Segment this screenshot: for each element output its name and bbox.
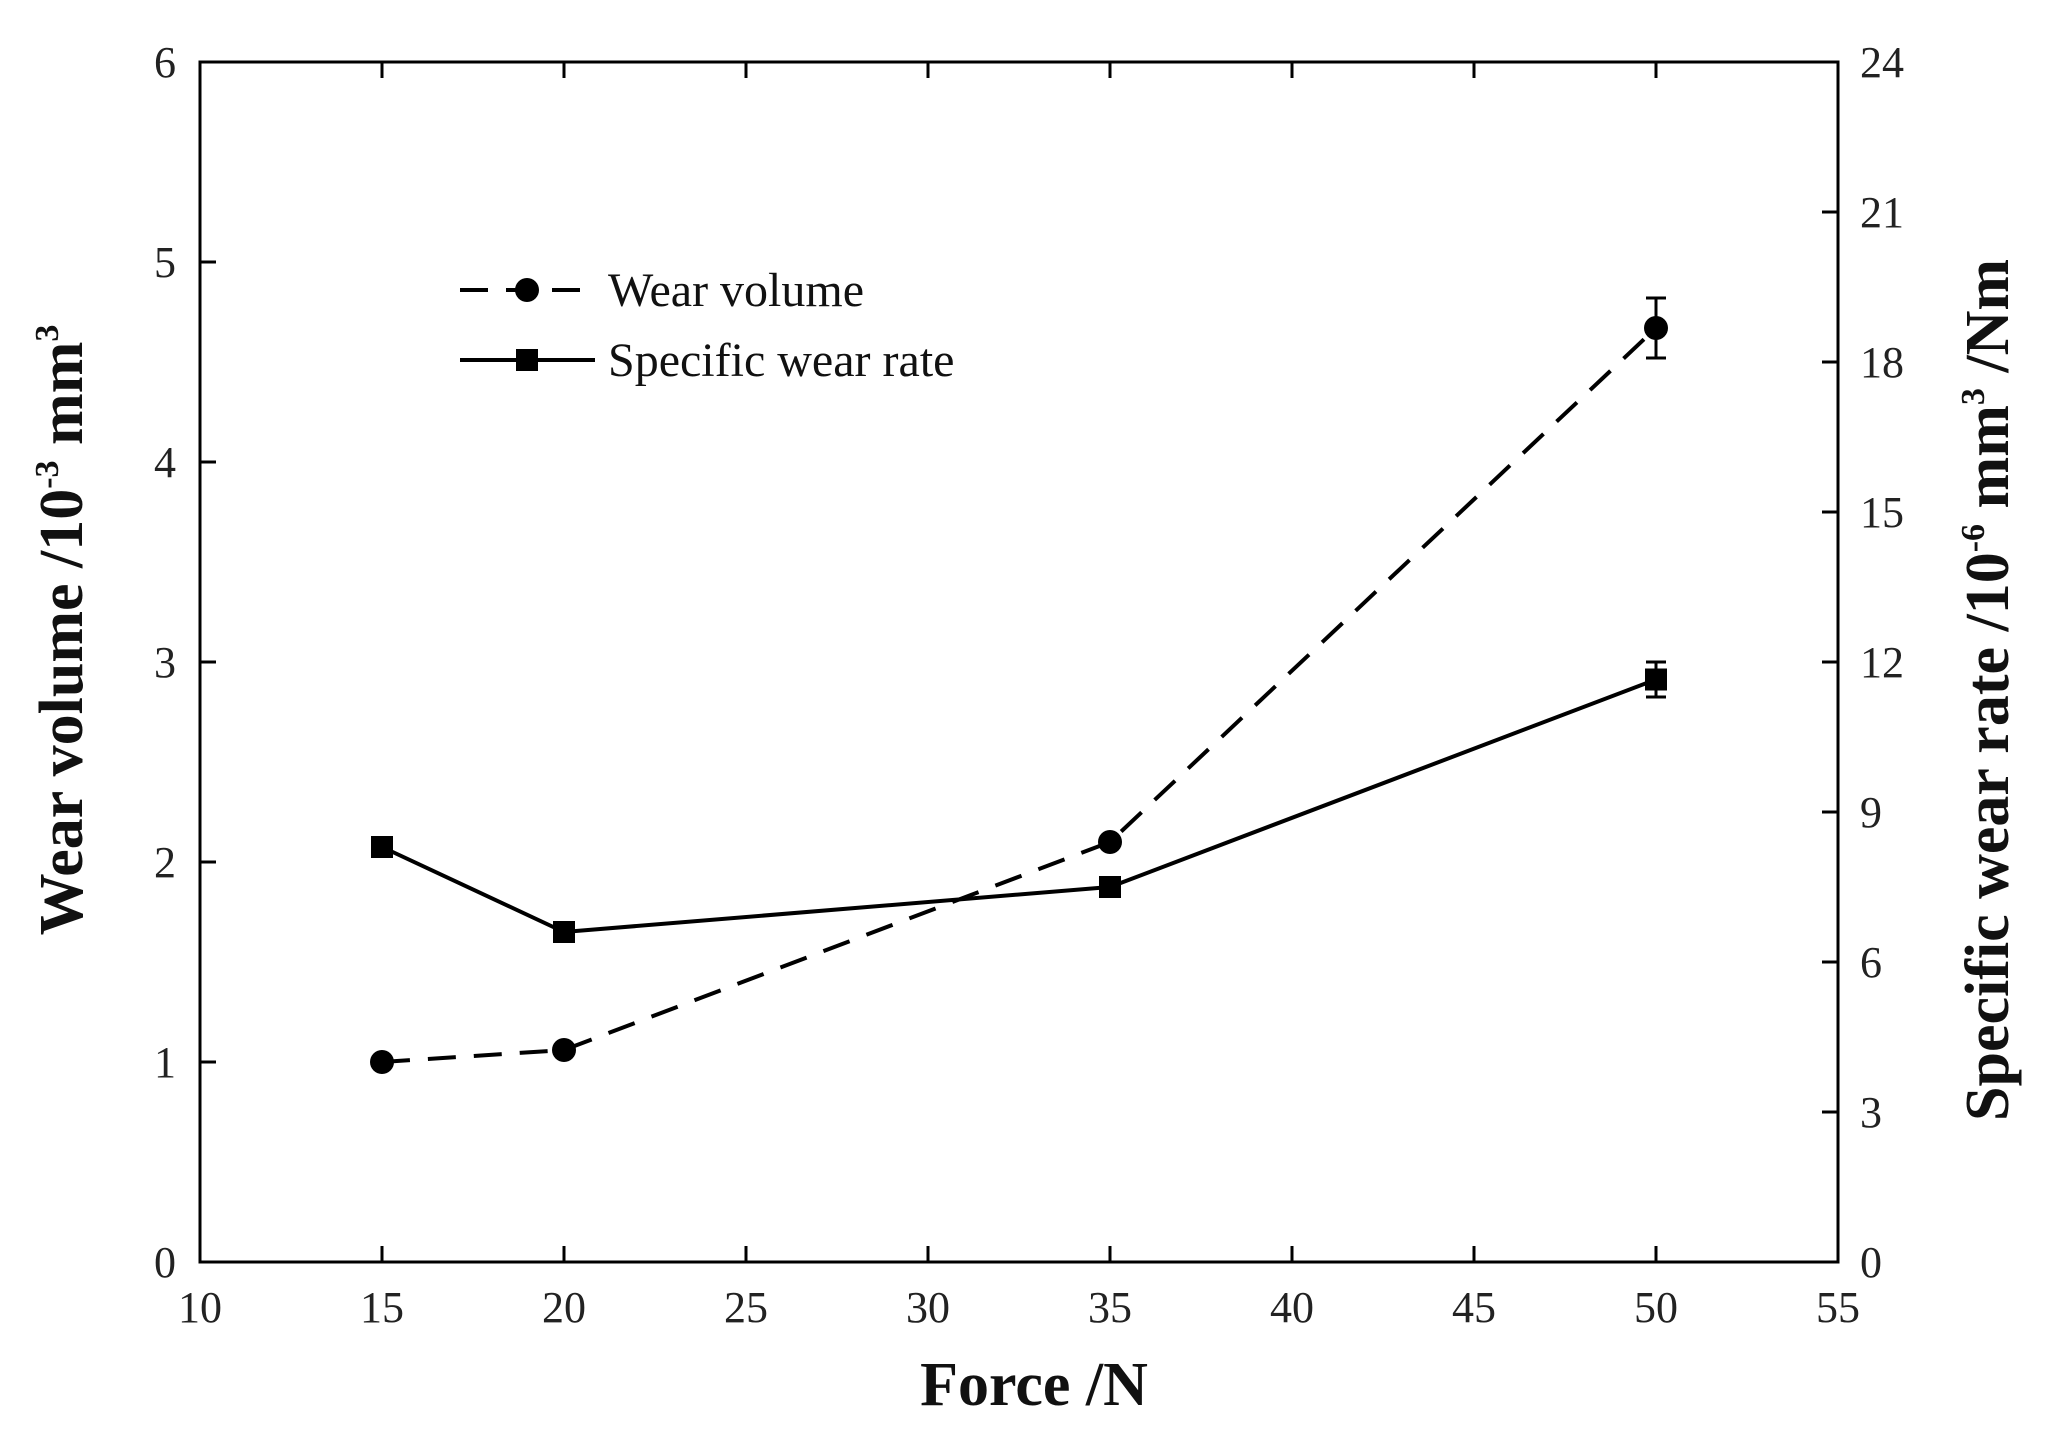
- plot-border: [198, 60, 1840, 1264]
- x-tick-label: 40: [1270, 1283, 1314, 1332]
- x-tick-label: 35: [1088, 1283, 1132, 1332]
- legend: Wear volume Specific wear rate: [460, 264, 954, 387]
- y2-tick-label: 15: [1860, 488, 1904, 537]
- x-tick-label: 15: [360, 1283, 404, 1332]
- y2-tick-label: 18: [1860, 338, 1904, 387]
- legend-wear-volume-label: Wear volume: [608, 264, 864, 317]
- x-axis: 10 15 20 25 30 35 40 45 50 55: [178, 62, 1860, 1332]
- x-tick-label: 20: [542, 1283, 586, 1332]
- y2-tick-label: 12: [1860, 638, 1904, 687]
- y2-tick-label: 3: [1860, 1088, 1882, 1137]
- specific-wear-rate-point: [1099, 876, 1121, 898]
- x-tick-label: 10: [178, 1283, 222, 1332]
- y-axis-left-title: Wear volume /10-3 mm3: [28, 325, 96, 936]
- wear-volume-line: [381, 326, 1658, 1064]
- specific-wear-rate-point: [371, 836, 393, 858]
- y2-tick-label: 6: [1860, 938, 1882, 987]
- y-tick-label: 3: [154, 638, 176, 687]
- specific-wear-rate-point: [1645, 668, 1667, 691]
- x-tick-label: 25: [724, 1283, 768, 1332]
- y2-tick-label: 0: [1860, 1238, 1882, 1287]
- wear-volume-point: [1098, 830, 1122, 854]
- legend-specific-wear-rate-marker: [516, 349, 538, 371]
- plot-frame: [198, 60, 1840, 1264]
- y-axis-left: 0 1 2 3 4 5 6: [154, 38, 216, 1287]
- y-tick-label: 4: [154, 438, 176, 487]
- legend-wear-volume-marker: [515, 278, 539, 302]
- x-tick-label: 55: [1816, 1283, 1860, 1332]
- y2-tick-label: 21: [1860, 188, 1904, 237]
- y2-tick-label: 24: [1860, 38, 1904, 87]
- y-tick-label: 0: [154, 1238, 176, 1287]
- specific-wear-rate-point: [553, 921, 575, 943]
- y-axis-right: 0 3 6 9 12 15 18 21 24: [1822, 38, 1904, 1287]
- x-tick-label: 30: [906, 1283, 950, 1332]
- y-tick-label: 6: [154, 38, 176, 87]
- wear-volume-point: [370, 1050, 394, 1074]
- y-tick-label: 2: [154, 838, 176, 887]
- wear-volume-point: [1644, 316, 1668, 340]
- x-tick-label: 50: [1634, 1283, 1678, 1332]
- legend-specific-wear-rate-label: Specific wear rate: [608, 334, 954, 387]
- wear-volume-point: [552, 1038, 576, 1062]
- y-tick-label: 1: [154, 1038, 176, 1087]
- y-axis-right-title: Specific wear rate /10-6 mm3 /Nm: [1954, 259, 2022, 1121]
- x-tick-label: 45: [1452, 1283, 1496, 1332]
- specific-wear-rate-line: [381, 677, 1657, 935]
- x-axis-title: Force /N: [920, 1351, 1148, 1419]
- y2-tick-label: 9: [1860, 788, 1882, 837]
- y-tick-label: 5: [154, 238, 176, 287]
- series-layer: [370, 296, 1668, 1074]
